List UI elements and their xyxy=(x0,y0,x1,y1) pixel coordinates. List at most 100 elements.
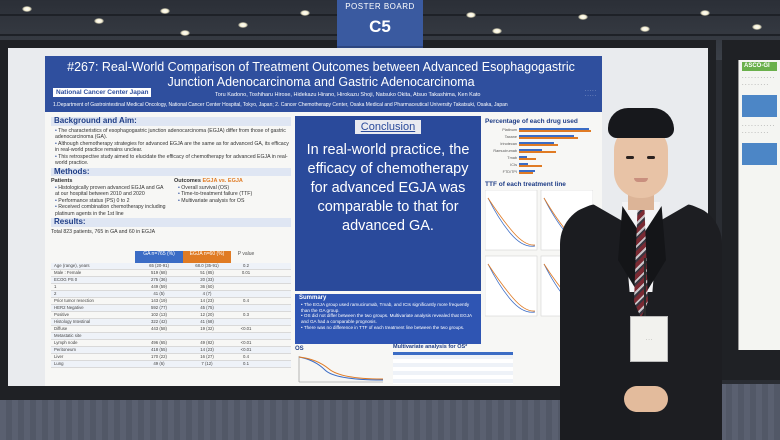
table-row: 1 449 (59) 36 (60) xyxy=(51,284,291,291)
os-curve-plot xyxy=(298,356,384,383)
table-row: Age (range), years 65 (20-91) 68.0 (35-91)… xyxy=(51,263,291,270)
os-section: OS xyxy=(295,346,389,384)
table-cell: 443 (58) xyxy=(150,326,167,331)
table-cell: 49 (82) xyxy=(200,340,214,345)
drug-bar-row: FTD/TPI xyxy=(485,169,597,175)
table-cell: 41 (5) xyxy=(153,291,165,296)
drug-label: ICIs xyxy=(510,162,517,167)
table-cell: 14 (23) xyxy=(200,298,214,303)
table-cell xyxy=(231,333,261,339)
table-cell xyxy=(135,333,183,339)
table-cell: 16 (27) xyxy=(200,354,214,359)
table-row: Prior tumor resection 143 (19) 14 (23) 0.4 xyxy=(51,298,291,305)
table-row: ECOG PS 0 275 (36) 20 (33) xyxy=(51,277,291,284)
methods-patients: Patients Histologically proven advanced … xyxy=(51,178,168,217)
os-curve-egja xyxy=(298,356,384,380)
drug-bars xyxy=(519,162,597,167)
table-cell: Age (range), years xyxy=(54,263,90,268)
outcomes-list: Overall survival (OS) Time-to-treatment … xyxy=(174,185,291,205)
drug-usage-heading: Percentage of each drug used xyxy=(485,118,578,125)
patients-item: Performance status (PS) 0 to 2 xyxy=(55,198,168,205)
table-header-ga: GA n=765 (%) xyxy=(135,251,183,263)
table-cell: 0.4 xyxy=(243,354,249,359)
drug-bar-row: Irinotecan xyxy=(485,141,597,147)
drug-bar-ga xyxy=(519,169,535,172)
neighbour-poster-text-block: · · · · · · · · · · · · · · · · · · · · xyxy=(742,123,775,136)
table-cell: 20 (33) xyxy=(200,277,214,282)
ceiling-light xyxy=(300,10,310,16)
table-cell: Histology Intestinal xyxy=(54,319,91,324)
drug-bar-row: Ramucirumab xyxy=(485,148,597,154)
ceiling-light xyxy=(640,26,650,32)
neighbour-poster-text-block: · · · · · · · · · · · · · · · · · · · · xyxy=(742,75,775,88)
multivariate-section: Multivariate analysis for OS* xyxy=(393,344,513,384)
neighbour-poster: ASCO-GI · · · · · · · · · · · · · · · · … xyxy=(738,60,780,350)
drug-label: Irinotecan xyxy=(500,141,517,146)
table-cell: 275 (36) xyxy=(150,277,167,282)
ttf-curve-ga xyxy=(487,263,536,313)
table-cell: 65 (20-91) xyxy=(149,263,169,268)
table-cell xyxy=(183,333,231,339)
table-cell: HER2 Negative xyxy=(54,305,84,310)
neighbour-poster-band xyxy=(742,95,777,117)
table-row: 2 41 (5) 4 (7) xyxy=(51,291,291,298)
drug-label: Ramucirumab xyxy=(493,148,517,153)
table-cell: Liver xyxy=(54,354,64,359)
summary-item: There was no difference in TTF of each t… xyxy=(301,325,477,331)
baseline-table: GA n=765 (%) EGJA n=60 (%) P value Age (… xyxy=(51,251,291,381)
drug-bar-ga xyxy=(519,162,529,165)
table-cell: 0.3 xyxy=(243,312,249,317)
table-body: Age (range), years 65 (20-91) 68.0 (35-91)… xyxy=(51,263,291,368)
ceiling-light xyxy=(160,8,170,14)
drug-bar-egja xyxy=(519,165,543,167)
table-cell xyxy=(231,277,261,283)
table-cell xyxy=(231,319,261,325)
background-list: The characteristics of esophagogastric j… xyxy=(51,128,291,167)
methods-outcomes-title: Outcomes EGJA vs. EGJA xyxy=(174,178,291,185)
table-cell: Male : Female xyxy=(54,270,82,275)
ceiling-light xyxy=(466,12,476,18)
drug-label: FTD/TPI xyxy=(502,169,517,174)
table-cell: 12 (20) xyxy=(200,312,214,317)
table-cell: 592 (77) xyxy=(150,305,167,310)
table-cell: Lymph node xyxy=(54,340,78,345)
clasped-hands xyxy=(624,386,668,412)
table-cell: 2 xyxy=(54,291,57,296)
ttf-heading: TTF of each treatment line xyxy=(485,180,566,188)
board-number-sign: POSTER BOARD C5 xyxy=(337,0,423,48)
ceiling-light xyxy=(180,30,190,36)
name-badge: · · · xyxy=(630,316,668,362)
results-total: Total 823 patients, 765 in GA and 60 in … xyxy=(51,228,156,235)
section-heading-background: Background and Aim: xyxy=(51,117,291,126)
table-row: Metastatic site xyxy=(51,333,291,340)
neighbour-poster-title: ASCO-GI xyxy=(742,62,777,71)
poster-title: #267: Real-World Comparison of Treatment… xyxy=(67,60,575,89)
ttf-curve-egja xyxy=(487,197,536,245)
table-cell: 0.4 xyxy=(243,298,249,303)
background-item: The characteristics of esophagogastric j… xyxy=(55,128,291,141)
smile xyxy=(634,178,648,182)
ttf-curve-ga xyxy=(487,197,536,247)
drug-bars xyxy=(519,155,597,160)
ttf-panel xyxy=(485,255,538,316)
multivariate-heading: Multivariate analysis for OS* xyxy=(393,344,468,350)
table-row: Male : Female 519 (68) 51 (85) 0.01 xyxy=(51,270,291,277)
table-cell: 45 (75) xyxy=(200,305,214,310)
presenter: · · · xyxy=(560,108,722,440)
table-cell: 19 (32) xyxy=(200,326,214,331)
table-cell: 322 (42) xyxy=(150,319,167,324)
table-cell: 496 (65) xyxy=(150,340,167,345)
background-item: This retrospective study aimed to elucid… xyxy=(55,154,291,167)
table-cell: Prior tumor resection xyxy=(54,298,94,303)
table-cell: 0.2 xyxy=(243,263,249,268)
conclusion-panel: Conclusion In real-world practice, the e… xyxy=(295,116,481,291)
eye-left xyxy=(626,156,634,159)
table-cell: 41 (68) xyxy=(200,319,214,324)
table-row: Lymph node 496 (65) 49 (82) <0.01 xyxy=(51,340,291,347)
drug-bar-row: Tmab xyxy=(485,155,597,161)
drug-label: Tmab xyxy=(507,155,517,160)
drug-bar-ga xyxy=(519,127,590,130)
research-poster: #267: Real-World Comparison of Treatment… xyxy=(45,56,602,386)
table-cell: Peritoneum xyxy=(54,347,76,352)
table-cell: 170 (22) xyxy=(150,354,167,359)
